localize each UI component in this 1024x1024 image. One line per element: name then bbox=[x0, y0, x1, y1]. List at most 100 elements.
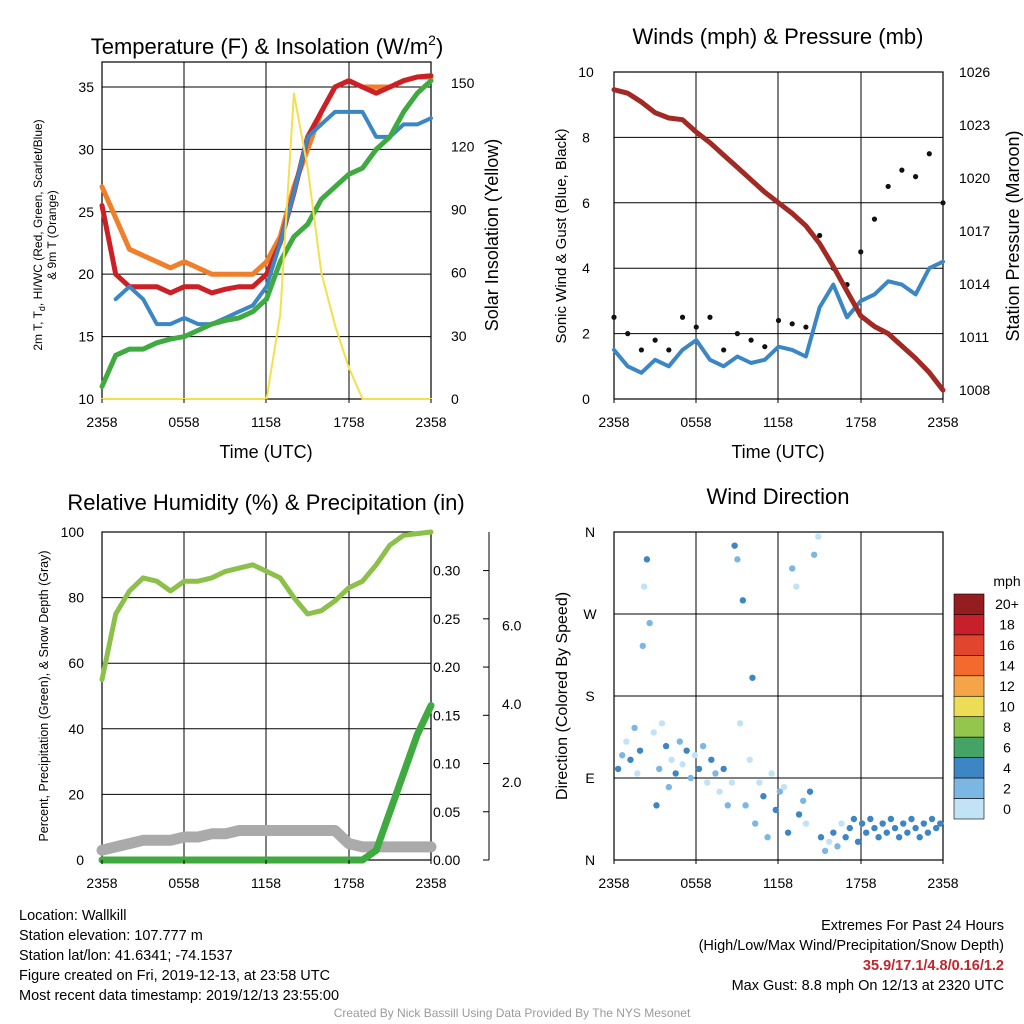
direction-point bbox=[912, 824, 919, 832]
colorbar-label: 12 bbox=[999, 678, 1015, 694]
colorbar-swatch bbox=[953, 777, 985, 799]
gust-point bbox=[817, 232, 823, 239]
9m-temp-line bbox=[99, 74, 434, 277]
gust-point bbox=[693, 324, 699, 330]
temperature-panel: Temperature (F) & Insolation (W/m2) 10 15… bbox=[31, 32, 502, 462]
winds-title: Winds (mph) & Pressure (mb) bbox=[633, 24, 924, 49]
direction-point bbox=[838, 820, 845, 827]
direction-point bbox=[795, 811, 803, 818]
direction-point bbox=[904, 829, 911, 836]
direction-point bbox=[716, 788, 723, 795]
temperature-x-ticks: 2358 0558 1158 1758 2358 bbox=[86, 399, 447, 430]
y-tick-label: 30 bbox=[78, 141, 94, 157]
direction-point bbox=[826, 838, 833, 845]
humidity-panel: Relative Humidity (%) & Precipitation (i… bbox=[37, 490, 522, 891]
speed-colorbar: 20+ 18 16 14 12 10 8 6 4 2 0 bbox=[953, 593, 1019, 820]
gust-point bbox=[789, 321, 795, 327]
direction-tick-label: N bbox=[585, 852, 595, 868]
direction-tick-label: S bbox=[585, 688, 594, 704]
gust-point bbox=[611, 314, 617, 320]
humidity-line bbox=[99, 529, 434, 683]
station-latlon: Station lat/lon: 41.6341; -74.1537 bbox=[19, 948, 233, 964]
2m-temp-line bbox=[99, 73, 434, 296]
direction-point bbox=[802, 820, 810, 827]
direction-point bbox=[846, 824, 853, 832]
direction-point bbox=[672, 770, 679, 777]
colorbar-swatch bbox=[953, 593, 985, 615]
direction-point bbox=[871, 824, 878, 832]
direction-point bbox=[746, 756, 753, 763]
direction-point bbox=[895, 834, 903, 841]
direction-point bbox=[679, 761, 686, 768]
x-tick-label: 1158 bbox=[763, 875, 793, 891]
right-tick-label: 90 bbox=[451, 201, 467, 217]
winds-plot-area bbox=[611, 71, 946, 400]
gust-point bbox=[762, 344, 768, 350]
direction-point bbox=[683, 747, 690, 754]
direction-point bbox=[780, 783, 788, 791]
right-tick-label: 1026 bbox=[959, 64, 990, 80]
temperature-title: Temperature (F) & Insolation (W/m2) bbox=[91, 32, 444, 59]
direction-point bbox=[658, 720, 666, 727]
precip-tick-label: 0.25 bbox=[433, 611, 460, 627]
y-tick-label: 80 bbox=[68, 590, 84, 606]
direction-point bbox=[720, 765, 727, 773]
direction-point bbox=[916, 834, 923, 841]
gust-point bbox=[638, 347, 645, 353]
direction-point bbox=[821, 847, 829, 855]
direction-point bbox=[704, 779, 711, 786]
extremes-values: 35.9/17.1/4.8/0.16/1.2 bbox=[862, 958, 1004, 974]
direction-point bbox=[665, 783, 673, 791]
colorbar-label: 20+ bbox=[995, 596, 1019, 612]
direction-point bbox=[760, 793, 767, 800]
gust-point bbox=[748, 337, 754, 343]
insolation-y-label: Solar Insolation (Yellow) bbox=[482, 139, 502, 331]
direction-point bbox=[830, 829, 837, 836]
right-tick-label: 30 bbox=[451, 328, 467, 344]
direction-tick-label: E bbox=[585, 770, 594, 786]
colorbar-swatch bbox=[953, 614, 985, 636]
y-tick-label: 0 bbox=[76, 852, 84, 868]
winds-panel: Winds (mph) & Pressure (mb) 0 2 4 6 8 10 1008… bbox=[553, 24, 1023, 462]
direction-point bbox=[662, 742, 670, 750]
right-tick-label: 1020 bbox=[959, 170, 990, 186]
temperature-y-label: 2m T, Td, HI/WC (Red, Green, Scarlet/Blu… bbox=[31, 119, 47, 350]
gust-point bbox=[940, 200, 946, 206]
direction-tick-label: W bbox=[583, 606, 597, 622]
gust-point bbox=[734, 331, 740, 337]
colorbar-label: 10 bbox=[999, 699, 1015, 715]
figure-created: Figure created on Fri, 2019-12-13, at 23… bbox=[19, 968, 331, 984]
winds-x-label: Time (UTC) bbox=[731, 442, 824, 462]
x-tick-label: 1158 bbox=[251, 875, 281, 891]
colorbar-swatch bbox=[953, 655, 985, 677]
x-tick-label: 2358 bbox=[86, 875, 117, 891]
direction-point bbox=[712, 770, 719, 777]
direction-y-label: Direction (Colored By Speed) bbox=[554, 592, 571, 800]
temperature-plot-area bbox=[99, 61, 434, 400]
direction-x-ticks: 2358 0558 1158 1758 2358 bbox=[598, 860, 959, 891]
direction-tick-label: N bbox=[585, 524, 595, 540]
direction-point bbox=[834, 843, 841, 850]
colorbar-label: 18 bbox=[999, 617, 1015, 633]
x-tick-label: 0558 bbox=[680, 875, 711, 891]
gust-point bbox=[926, 151, 932, 157]
humidity-y-label: Percent, Precipitation (Green), & Snow D… bbox=[37, 550, 51, 841]
direction-point bbox=[842, 834, 849, 841]
x-tick-label: 1758 bbox=[845, 414, 876, 430]
sonic-wind-line bbox=[612, 259, 945, 375]
colorbar-label: 16 bbox=[999, 637, 1015, 653]
y-tick-label: 35 bbox=[78, 79, 94, 95]
y-tick-label: 2 bbox=[582, 326, 590, 342]
station-location: Location: Wallkill bbox=[19, 908, 127, 924]
x-tick-label: 0558 bbox=[680, 414, 711, 430]
station-info: Location: Wallkill Station elevation: 10… bbox=[19, 906, 339, 1006]
direction-point bbox=[764, 834, 771, 841]
direction-point bbox=[879, 820, 886, 827]
y-tick-label: 20 bbox=[78, 266, 94, 282]
precip-tick-label: 0.05 bbox=[433, 804, 460, 820]
snow-right-ticks: 2.0 4.0 6.0 bbox=[502, 618, 522, 790]
direction-point bbox=[850, 815, 858, 823]
colorbar-label: 2 bbox=[1003, 780, 1011, 796]
